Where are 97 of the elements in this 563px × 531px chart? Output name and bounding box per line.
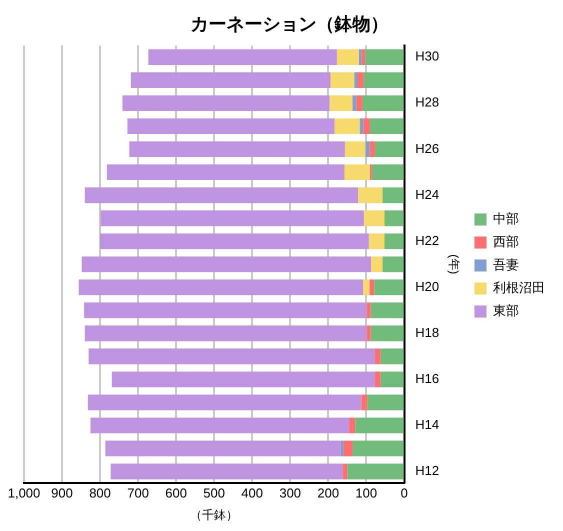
bar: [343, 440, 353, 456]
bar: [105, 440, 341, 456]
bar: [334, 118, 360, 134]
bar: [330, 95, 353, 111]
bar: [363, 279, 370, 296]
bar: [148, 49, 337, 65]
bar: [356, 95, 362, 111]
bar: [382, 187, 404, 204]
bar: [344, 141, 366, 158]
legend-label: 中部: [493, 211, 519, 226]
bar: [127, 118, 335, 134]
x-tick-label: 100: [355, 485, 378, 500]
bar: [122, 95, 330, 111]
x-tick-label: 0: [400, 485, 408, 500]
bar: [330, 72, 354, 88]
x-tick-label: 300: [279, 485, 302, 500]
y-tick-label: H22: [415, 232, 440, 248]
bar: [368, 233, 384, 250]
bar: [130, 72, 330, 88]
bar: [84, 187, 358, 204]
bar: [358, 187, 383, 204]
y-tick-label: H18: [415, 324, 440, 340]
bar: [349, 418, 356, 434]
y-tick-label: H24: [415, 186, 440, 202]
bar: [359, 49, 362, 65]
x-tick-label: 500: [203, 485, 225, 500]
bar: [84, 326, 367, 342]
bar: [352, 440, 404, 456]
bar: [364, 72, 404, 88]
bar: [352, 95, 356, 111]
legend-label: 吾妻: [493, 257, 519, 272]
y-tick-label: H30: [415, 48, 440, 64]
legend-label: 東部: [493, 303, 519, 318]
bar: [362, 95, 404, 111]
bar: [106, 164, 345, 180]
bar: [380, 372, 404, 388]
bar: [370, 326, 404, 342]
x-axis-title: （千鉢）: [190, 508, 238, 522]
bar: [384, 210, 404, 226]
legend-label: 利根沼田: [493, 280, 545, 296]
bar: [90, 418, 350, 434]
y-axis-title: (年): [446, 254, 461, 274]
bar: [363, 118, 370, 134]
bar: [370, 302, 404, 318]
bar: [355, 418, 404, 434]
y-tick-label: H26: [415, 140, 440, 156]
bar: [82, 256, 372, 272]
bar: [374, 372, 381, 388]
bar: [112, 372, 375, 388]
bar: [354, 72, 358, 88]
y-tick-label: H12: [415, 463, 440, 478]
y-tick-label: H16: [415, 370, 440, 386]
bar: [347, 464, 404, 480]
x-tick-label: 400: [241, 485, 264, 500]
x-tick-label: 700: [127, 485, 149, 500]
bar: [88, 394, 362, 410]
bar: [380, 348, 404, 364]
bar: [370, 279, 374, 296]
x-tick-label: 600: [165, 485, 187, 500]
bar: [374, 141, 404, 158]
bar: [110, 464, 343, 480]
bar: [362, 49, 366, 65]
bar: [374, 348, 381, 364]
bar: [100, 210, 364, 226]
legend-label: 西部: [493, 234, 519, 250]
bar: [367, 394, 404, 410]
bar: [100, 233, 369, 250]
chart-title: カーネーション（鉢物）: [190, 14, 388, 34]
bar: [366, 302, 371, 318]
bar: [357, 72, 364, 88]
bar: [371, 256, 383, 272]
bar: [384, 233, 404, 250]
bar: [365, 49, 404, 65]
bar: [382, 256, 404, 272]
x-tick-label: 1,000: [8, 485, 40, 500]
bar: [344, 164, 370, 180]
bar: [361, 394, 368, 410]
bar: [366, 326, 371, 342]
bar: [336, 49, 359, 65]
bar: [365, 141, 370, 158]
y-tick-label: H14: [415, 417, 440, 432]
x-tick-label: 900: [51, 485, 73, 500]
bar: [84, 302, 367, 318]
x-tick-label: 200: [317, 485, 340, 500]
y-tick-label: H20: [415, 278, 440, 294]
bar: [370, 141, 375, 158]
bar: [78, 279, 364, 296]
bar: [364, 210, 384, 226]
x-tick-label: 800: [89, 485, 111, 500]
y-tick-label: H28: [415, 94, 440, 110]
bar: [342, 464, 348, 480]
bar: [374, 279, 404, 296]
bar: [372, 164, 404, 180]
bar: [88, 348, 375, 364]
bar: [370, 118, 404, 134]
bar: [340, 440, 344, 456]
bar: [129, 141, 345, 158]
